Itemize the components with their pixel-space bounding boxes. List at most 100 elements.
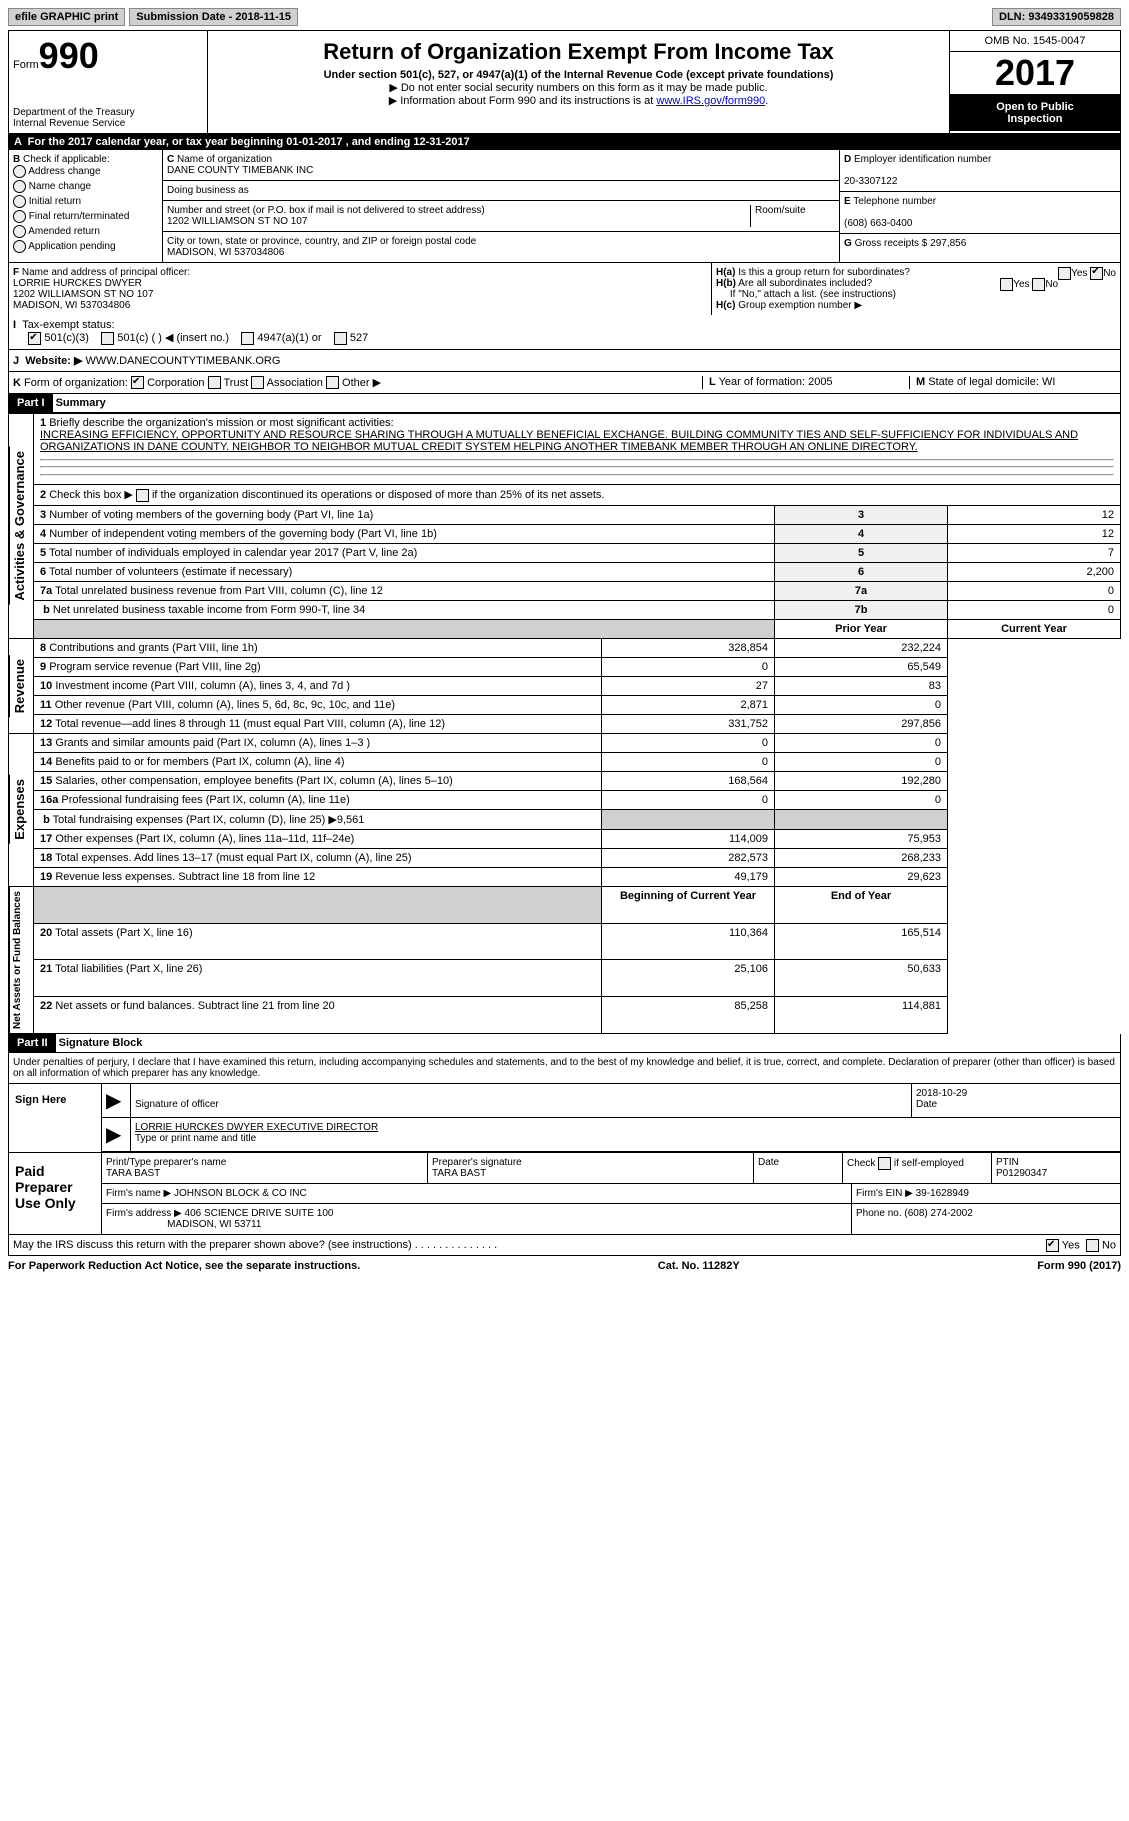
firm-city: MADISON, WI 53711 — [167, 1219, 261, 1230]
self-employed-text: Check if self-employed — [847, 1158, 964, 1169]
other-checkbox[interactable] — [326, 376, 339, 389]
b-item-4: Amended return — [28, 226, 100, 237]
r3-k: 3 — [775, 505, 948, 524]
4947-checkbox[interactable] — [241, 332, 254, 345]
r12-p: 331,752 — [602, 714, 775, 733]
hb-yes-checkbox[interactable] — [1000, 278, 1013, 291]
form990-link[interactable]: www.IRS.gov/form990 — [656, 95, 765, 107]
m-value: WI — [1042, 376, 1055, 388]
ein-label: Employer identification number — [854, 154, 991, 165]
r18-text: Total expenses. Add lines 13–17 (must eq… — [55, 852, 411, 864]
part-ii-header: Part II Signature Block — [8, 1034, 1121, 1053]
r15-text: Salaries, other compensation, employee b… — [55, 775, 452, 787]
paid-preparer-row: Paid Preparer Use Only Print/Type prepar… — [8, 1153, 1121, 1235]
top-bar: efile GRAPHIC print Submission Date - 20… — [8, 8, 1121, 26]
omb-number: OMB No. 1545-0047 — [950, 31, 1120, 52]
527-checkbox[interactable] — [334, 332, 347, 345]
l-label: Year of formation: — [719, 376, 805, 388]
r5-text: Total number of individuals employed in … — [49, 547, 417, 559]
l-value: 2005 — [808, 376, 832, 388]
c-name-label: Name of organization — [177, 154, 272, 165]
discuss-no-checkbox[interactable] — [1086, 1239, 1099, 1252]
r16a-p: 0 — [602, 790, 775, 809]
section-klm: K Form of organization: Corporation Trus… — [8, 372, 1121, 395]
type-name-label: Type or print name and title — [135, 1133, 256, 1144]
row-7a: 7a Total unrelated business revenue from… — [9, 581, 1121, 600]
r17-c: 75,953 — [775, 829, 948, 848]
l1-label: Briefly describe the organization's miss… — [49, 417, 393, 429]
assoc-checkbox[interactable] — [251, 376, 264, 389]
r16a-c: 0 — [775, 790, 948, 809]
hb-note: If "No," attach a list. (see instruction… — [730, 289, 896, 300]
r8-p: 328,854 — [602, 638, 775, 657]
open-line2: Inspection — [956, 113, 1114, 125]
row-4: 4 Number of independent voting members o… — [9, 524, 1121, 543]
address-change-checkbox[interactable] — [13, 165, 26, 178]
gross-label: Gross receipts $ — [855, 238, 928, 249]
hb-no-checkbox[interactable] — [1032, 278, 1045, 291]
gross-receipts-cell: G Gross receipts $ 297,856 — [840, 234, 1120, 253]
org-address: 1202 WILLIAMSON ST NO 107 — [167, 216, 307, 227]
r10-text: Investment income (Part VIII, column (A)… — [55, 680, 350, 692]
501c-checkbox[interactable] — [101, 332, 114, 345]
discuss-yes-checkbox[interactable] — [1046, 1239, 1059, 1252]
corp-checkbox[interactable] — [131, 376, 144, 389]
r13-p: 0 — [602, 733, 775, 752]
r7b-k: 7b — [775, 600, 948, 619]
firm-phone: (608) 274-2002 — [904, 1208, 972, 1219]
section-a-text: For the 2017 calendar year, or tax year … — [28, 136, 470, 148]
r3-text: Number of voting members of the governin… — [49, 509, 373, 521]
col-prior: Prior Year — [775, 619, 948, 638]
firm-addr-label: Firm's address ▶ — [106, 1208, 182, 1219]
r12-c: 297,856 — [775, 714, 948, 733]
amended-return-checkbox[interactable] — [13, 225, 26, 238]
dept-irs: Internal Revenue Service — [13, 118, 203, 129]
form-number: 990 — [39, 35, 99, 76]
self-employed-checkbox[interactable] — [878, 1157, 891, 1170]
open-to-public: Open to Public Inspection — [950, 95, 1120, 131]
r5-v: 7 — [948, 543, 1121, 562]
sig-arrow-icon: ▶ — [102, 1084, 131, 1117]
inst-prefix: ▶ Information about Form 990 and its ins… — [389, 95, 657, 107]
r7a-k: 7a — [775, 581, 948, 600]
hc-label: Group exemption number ▶ — [738, 300, 862, 311]
trust-checkbox[interactable] — [208, 376, 221, 389]
inst-ssn: ▶ Do not enter social security numbers o… — [212, 81, 945, 94]
r6-text: Total number of volunteers (estimate if … — [49, 566, 292, 578]
discuss-text: May the IRS discuss this return with the… — [13, 1239, 412, 1251]
row-7b: b Net unrelated business taxable income … — [9, 600, 1121, 619]
col-end: End of Year — [775, 886, 948, 923]
name-change-checkbox[interactable] — [13, 180, 26, 193]
section-j: J Website: ▶ WWW.DANECOUNTYTIMEBANK.ORG — [8, 350, 1121, 372]
row-3: 3 Number of voting members of the govern… — [9, 505, 1121, 524]
r21-c: 50,633 — [775, 960, 948, 997]
501c3-checkbox[interactable] — [28, 332, 41, 345]
r5-k: 5 — [775, 543, 948, 562]
discuss-yes: Yes — [1062, 1239, 1080, 1251]
efile-print-button[interactable]: efile GRAPHIC print — [8, 8, 125, 26]
m-label: State of legal domicile: — [928, 376, 1039, 388]
initial-return-checkbox[interactable] — [13, 195, 26, 208]
tax-year: 2017 — [950, 52, 1120, 95]
r21-text: Total liabilities (Part X, line 26) — [55, 963, 202, 975]
r19-c: 29,623 — [775, 867, 948, 886]
gross-value: 297,856 — [930, 238, 966, 249]
r19-text: Revenue less expenses. Subtract line 18 … — [55, 871, 315, 883]
footer-right: Form 990 (2017) — [1037, 1260, 1121, 1272]
r17-p: 114,009 — [602, 829, 775, 848]
l2-checkbox[interactable] — [136, 489, 149, 502]
form-subtitle: Under section 501(c), 527, or 4947(a)(1)… — [212, 69, 945, 81]
f-h-row: F Name and address of principal officer:… — [8, 262, 1121, 315]
app-pending-checkbox[interactable] — [13, 240, 26, 253]
ha-yes-checkbox[interactable] — [1058, 267, 1071, 280]
r4-text: Number of independent voting members of … — [49, 528, 437, 540]
section-a: A For the 2017 calendar year, or tax yea… — [8, 134, 1121, 150]
row-6: 6 Total number of volunteers (estimate i… — [9, 562, 1121, 581]
r15-c: 192,280 — [775, 771, 948, 790]
ha-no-checkbox[interactable] — [1090, 267, 1103, 280]
r11-c: 0 — [775, 695, 948, 714]
final-return-checkbox[interactable] — [13, 210, 26, 223]
discuss-row: May the IRS discuss this return with the… — [8, 1235, 1121, 1256]
officer-addr: 1202 WILLIAMSON ST NO 107 — [13, 289, 153, 300]
org-name: DANE COUNTY TIMEBANK INC — [167, 165, 313, 176]
